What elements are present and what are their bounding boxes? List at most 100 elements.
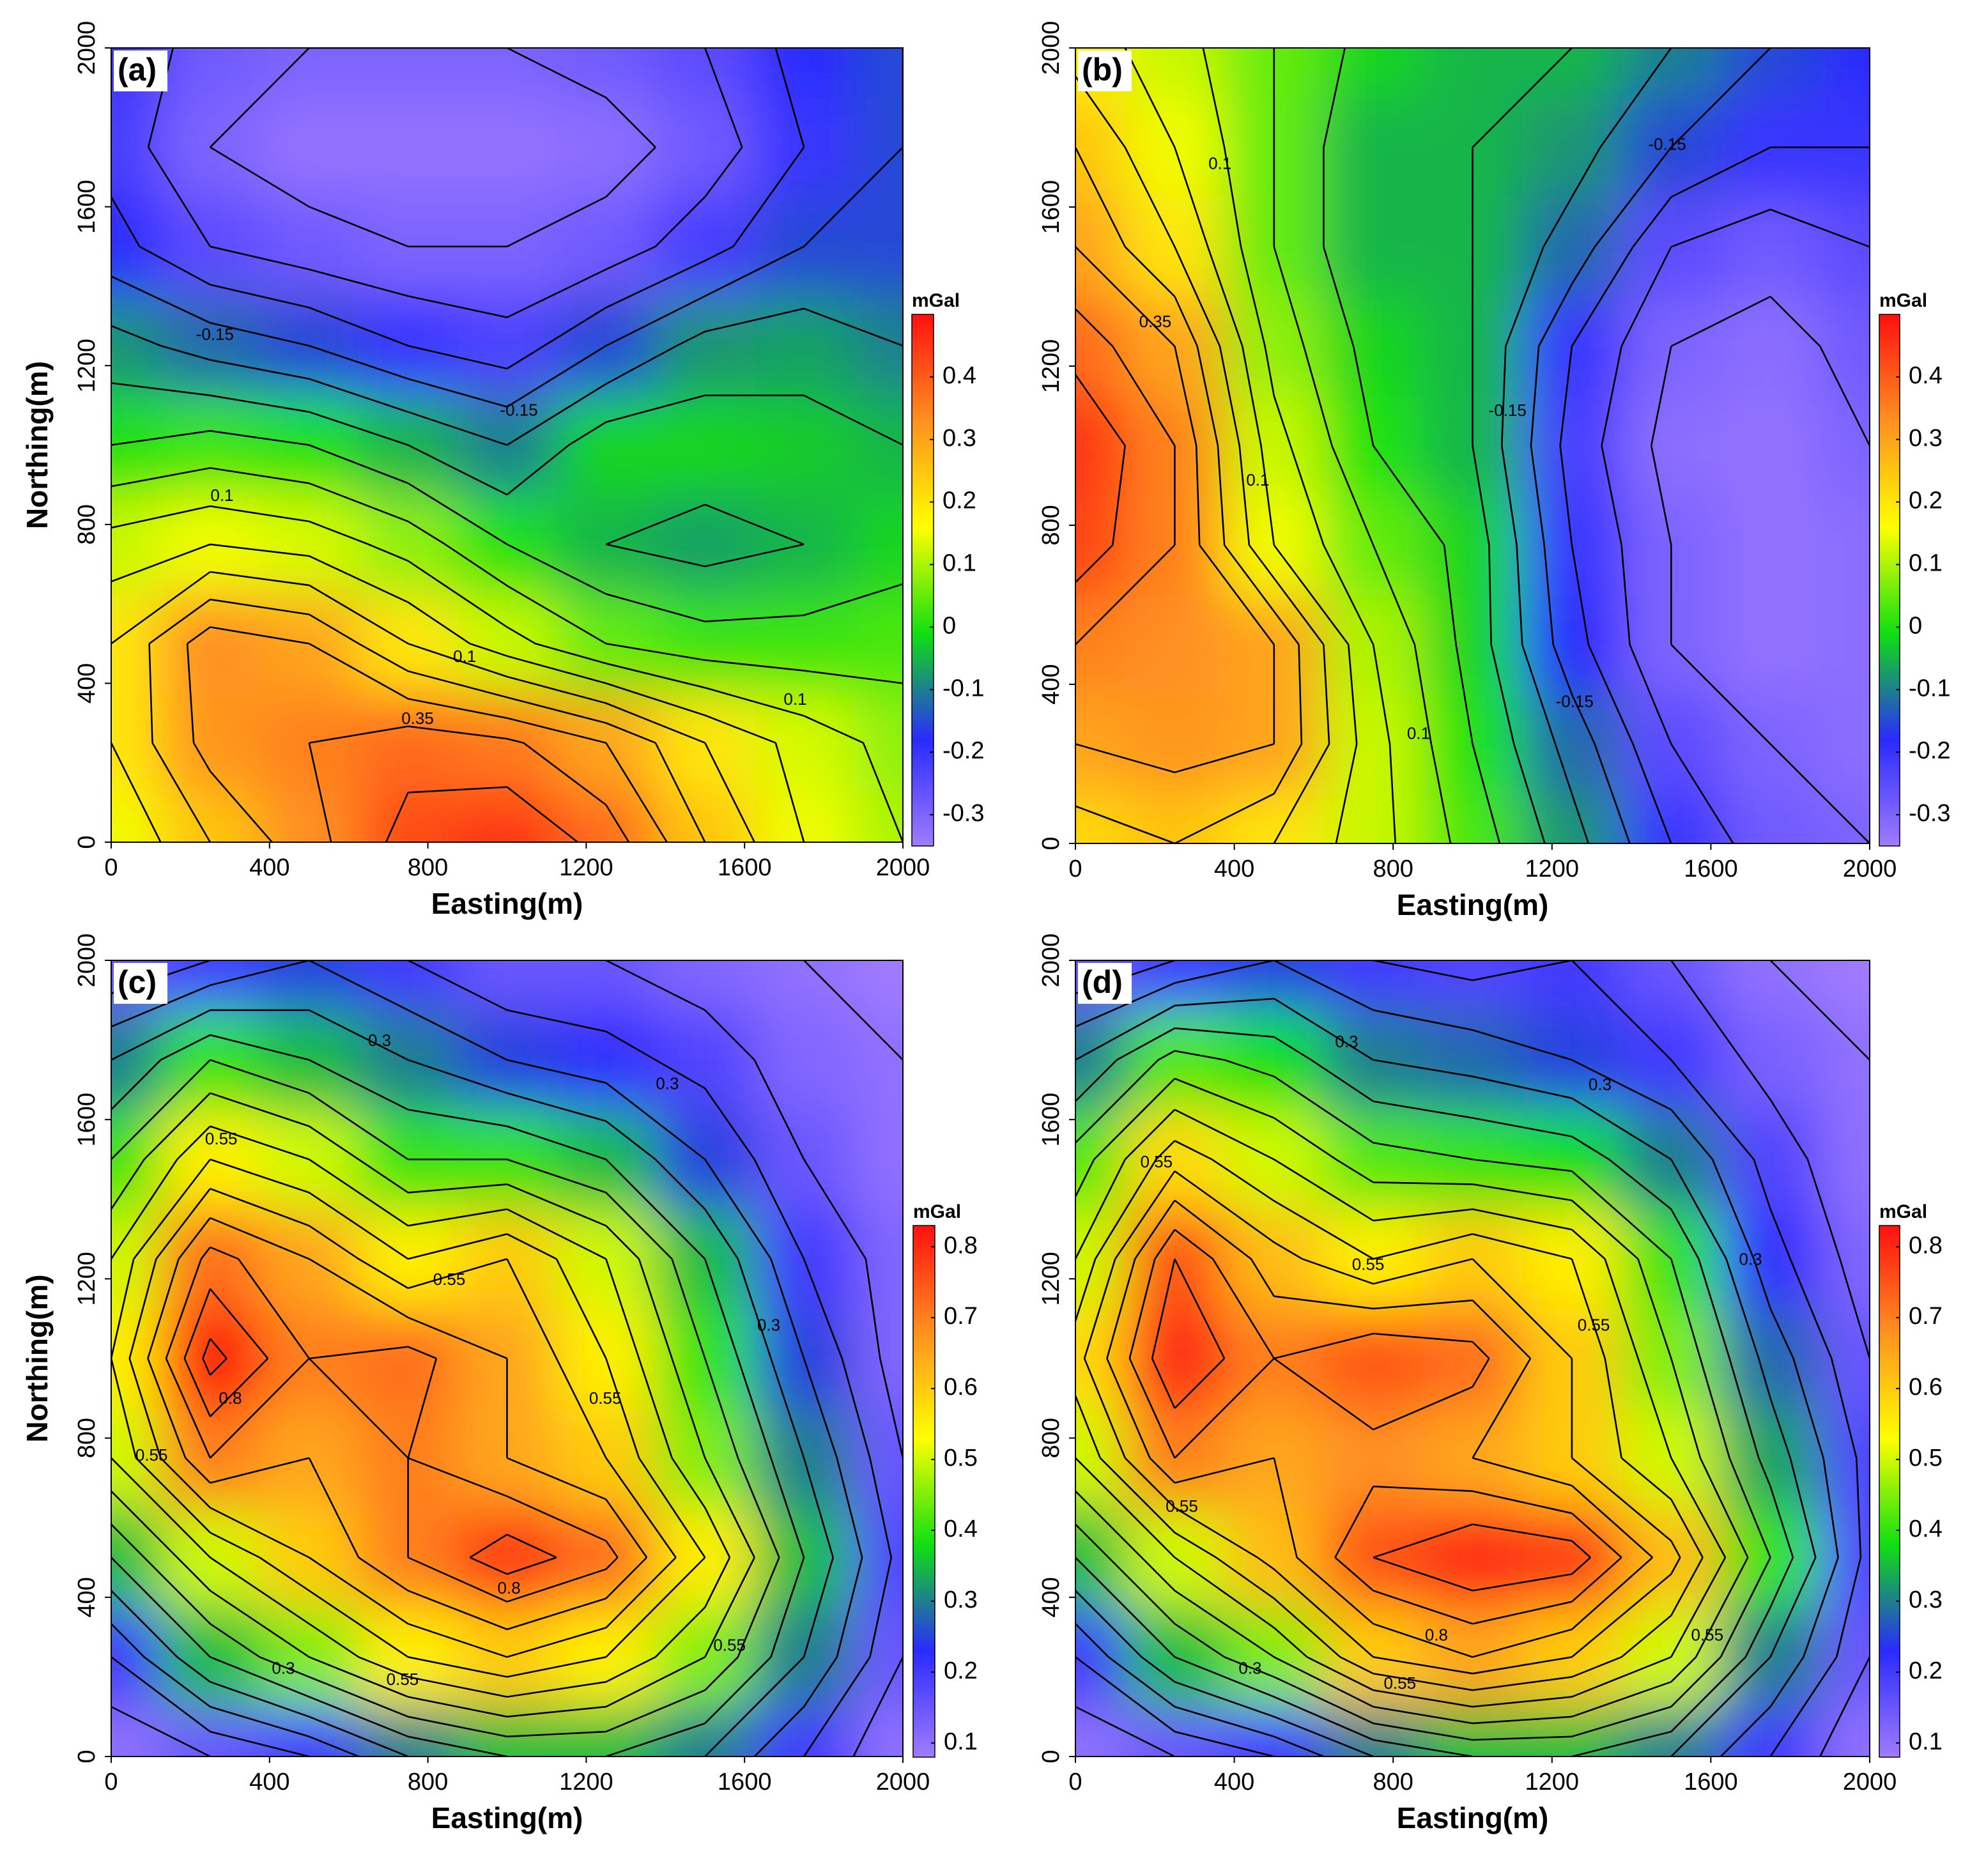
heat-cell (655, 48, 755, 98)
heat-cell (655, 1607, 755, 1707)
heat-cell (1820, 1209, 1870, 1309)
heat-cell (458, 693, 557, 793)
y-tick-label: 1200 (73, 1252, 100, 1306)
heat-cell (1422, 495, 1523, 596)
contour-line (128, 1188, 677, 1658)
x-tick-label: 400 (249, 1769, 289, 1795)
heatmap-cells (111, 48, 903, 842)
heat-cell (1621, 794, 1721, 843)
x-axis-label: Easting(m) (431, 1801, 583, 1834)
contour-label: 0.55 (1352, 1255, 1385, 1274)
contour-label: 0.1 (783, 689, 806, 709)
heat-cell (853, 48, 903, 98)
colorbar-tick-label: -0.1 (943, 675, 984, 702)
panel-label-box (114, 50, 167, 91)
heat-cell (458, 1707, 557, 1757)
colorbar-tick-label: 0.5 (1909, 1445, 1943, 1472)
x-tick-label: 800 (408, 1769, 448, 1795)
heat-cell (1125, 1010, 1225, 1111)
heat-cell (655, 97, 755, 197)
heat-cell (259, 792, 359, 842)
heat-cell (259, 197, 359, 296)
contour-line (1075, 960, 1870, 1757)
heat-cell (1720, 594, 1821, 695)
contour-line (111, 1158, 706, 1678)
y-tick-label: 400 (73, 1577, 100, 1617)
contour-line (1650, 295, 1870, 843)
heat-cell (754, 1707, 854, 1757)
contours (1075, 48, 1870, 843)
heat-cell (1075, 1109, 1126, 1210)
contours (111, 960, 903, 1757)
heat-cell (754, 296, 854, 396)
contour-label: 0.1 (210, 486, 233, 505)
contour-line (111, 1034, 805, 1757)
heat-cell (1323, 1408, 1424, 1509)
heat-cell (655, 594, 755, 694)
heat-cell (1422, 48, 1523, 98)
heat-cell (1522, 694, 1622, 794)
colorbar-tick-label: 0.4 (1909, 362, 1943, 389)
heat-cell (754, 594, 854, 694)
contour-label: 0.3 (656, 1073, 679, 1093)
heat-cell (259, 48, 359, 98)
y-tick-label: 800 (73, 1418, 100, 1458)
contour-line (1075, 1109, 1727, 1708)
heat-cell (358, 1707, 458, 1757)
heat-cell (1820, 396, 1870, 496)
heat-cell (1125, 48, 1225, 98)
x-tick-label: 400 (1214, 1769, 1254, 1795)
plot-frame (111, 47, 904, 843)
contour-line (111, 307, 903, 446)
colorbar-tick-label: 0.2 (943, 488, 976, 514)
y-tick-label: 800 (1038, 505, 1065, 545)
heat-cell (1323, 197, 1424, 297)
heat-cell (1720, 1408, 1821, 1509)
heat-cell (1075, 1209, 1126, 1309)
contour-label: 0.3 (1739, 1250, 1762, 1269)
colorbar-tick-label: -0.3 (943, 800, 984, 827)
contour-line (1273, 48, 1452, 843)
contour-label: 0.35 (1139, 312, 1172, 331)
colorbar-tick-label: 0.3 (943, 425, 976, 452)
heat-cell (1720, 960, 1821, 1011)
heat-cell (1820, 495, 1870, 596)
heat-cell (1820, 1408, 1870, 1509)
heat-cell (853, 1109, 903, 1210)
panel-label-box (1078, 50, 1132, 91)
contour-label: 0.8 (1425, 1626, 1448, 1645)
heat-cell (1720, 794, 1821, 843)
panel-label: (b) (1082, 52, 1123, 88)
contour-label: 0.55 (1166, 1496, 1198, 1516)
heat-cell (556, 197, 656, 296)
heat-cell (655, 1010, 755, 1111)
y-tick-label: 400 (73, 663, 100, 704)
x-tick-label: 1200 (1525, 1769, 1580, 1795)
heat-cell (111, 1507, 161, 1608)
heat-cell (1224, 1010, 1324, 1111)
contour-line (385, 786, 578, 842)
heat-cell (1323, 97, 1424, 197)
colorbar-tick-label: 0.3 (1909, 425, 1943, 452)
x-tick-label: 1200 (1525, 856, 1580, 882)
contour-line (1124, 48, 1358, 843)
heat-cell (259, 97, 359, 197)
colorbar-title: mGal (1879, 290, 1927, 311)
heat-cell (1323, 1309, 1424, 1409)
heat-cell (556, 960, 656, 1011)
heat-cell (853, 1010, 903, 1111)
y-tick-label: 400 (1038, 664, 1065, 704)
heat-cell (1422, 1507, 1523, 1608)
contour-label: 0.8 (498, 1578, 521, 1597)
heat-cell (1621, 48, 1721, 98)
heat-cell (111, 792, 161, 842)
heat-cell (655, 792, 755, 842)
contour-label: -0.15 (1556, 692, 1594, 711)
contour-line (1601, 208, 1870, 843)
contour-line (111, 48, 903, 408)
x-tick-label: 2000 (876, 1769, 930, 1795)
contour-line (202, 1338, 227, 1376)
heat-cell (853, 1309, 903, 1409)
heat-cell (1522, 594, 1622, 695)
